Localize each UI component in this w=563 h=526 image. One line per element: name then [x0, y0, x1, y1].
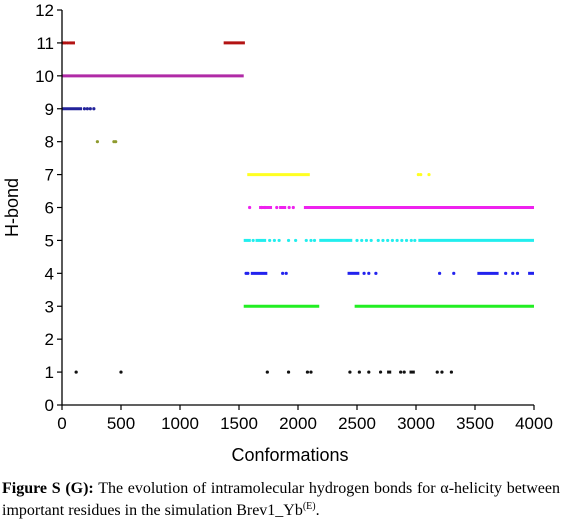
- hbond-point-4: [362, 271, 366, 275]
- hbond-point-5: [369, 238, 373, 243]
- hbond-point-5: [286, 238, 291, 243]
- hbond-point-5: [395, 238, 399, 243]
- y-tick-label: 12: [35, 1, 54, 20]
- hbond-point-5: [355, 238, 359, 243]
- hbond-point-1: [74, 370, 78, 374]
- hbond-point-1: [348, 370, 352, 374]
- y-tick-label: 9: [45, 100, 54, 119]
- hbond-point-5: [268, 238, 272, 243]
- hbond-point-5: [277, 238, 281, 243]
- y-tick-label: 3: [45, 297, 54, 316]
- x-tick-label: 2000: [279, 414, 317, 433]
- x-tick-label: 3500: [456, 414, 494, 433]
- hbond-point-1: [367, 370, 371, 374]
- caption-label: Figure S (G):: [2, 480, 94, 497]
- hbond-point-5: [294, 238, 298, 243]
- hbond-point-1: [449, 370, 453, 374]
- x-tick-label: 0: [57, 414, 66, 433]
- y-tick-label: 11: [36, 34, 54, 53]
- y-tick-label: 1: [45, 363, 54, 382]
- hbond-point-6: [259, 205, 264, 210]
- hbond-point-1: [119, 370, 123, 374]
- y-axis-title-group: H-bond: [2, 178, 22, 237]
- hbond-point-5: [360, 238, 364, 243]
- hbond-point-1: [309, 370, 313, 374]
- hbond-point-4: [515, 271, 520, 275]
- figure-caption: Figure S (G): The evolution of intramole…: [2, 478, 560, 522]
- hbond-point-5: [381, 238, 385, 243]
- hbond-point-5: [364, 238, 369, 243]
- y-tick-label: 8: [45, 133, 54, 152]
- x-tick-label: 1500: [220, 414, 258, 433]
- hbond-point-8: [95, 140, 99, 144]
- hbond-point-6: [263, 205, 267, 210]
- hbond-point-5: [409, 238, 413, 243]
- hbond-point-1: [440, 370, 444, 374]
- hbond-point-5: [272, 238, 276, 243]
- hbond-point-1: [379, 370, 383, 374]
- y-tick-label: 4: [45, 264, 54, 283]
- hbond-point-1: [265, 370, 269, 374]
- x-tick-label: 1000: [161, 414, 199, 433]
- hbond-point-1: [305, 370, 310, 374]
- hbond-point-5: [376, 238, 380, 243]
- hbond-point-4: [452, 271, 456, 275]
- hbond-point-1: [399, 370, 403, 374]
- hbond-point-4: [281, 271, 285, 275]
- y-axis-title: H-bond: [2, 178, 22, 237]
- hbond-point-9: [85, 107, 89, 111]
- hbond-point-5: [390, 238, 394, 243]
- hbond-point-5: [312, 238, 317, 243]
- caption-superscript: (E): [302, 501, 316, 512]
- hbond-point-4: [246, 271, 250, 275]
- hbond-point-1: [357, 370, 361, 374]
- y-tick-label: 5: [45, 231, 54, 250]
- hbond-point-6: [291, 205, 295, 210]
- hbond-point-5: [413, 238, 417, 243]
- x-tick-label: 2500: [338, 414, 376, 433]
- y-tick-label: 2: [45, 330, 54, 349]
- hbond-point-9: [92, 107, 96, 111]
- x-tick-label: 3000: [397, 414, 435, 433]
- y-tick-label: 0: [45, 396, 54, 415]
- hbond-point-4: [374, 271, 378, 275]
- hbond-point-11: [66, 41, 70, 45]
- hbond-point-4: [504, 271, 508, 275]
- hbond-point-6: [248, 205, 252, 210]
- hbond-point-1: [435, 370, 439, 374]
- hbond-point-7: [419, 172, 423, 177]
- hbond-point-7: [416, 172, 420, 177]
- hbond-point-4: [367, 271, 371, 275]
- hbond-point-6: [287, 205, 291, 210]
- hbond-point-4: [284, 271, 288, 275]
- hbond-point-4: [511, 271, 515, 275]
- y-tick-label: 7: [45, 166, 54, 185]
- y-tick-label: 10: [35, 67, 54, 86]
- x-axis-title: Conformations: [231, 445, 348, 465]
- hbond-point-5: [304, 238, 308, 243]
- hbond-point-8: [114, 140, 118, 144]
- hbond-point-9: [82, 107, 87, 111]
- hbond-point-4: [438, 271, 442, 275]
- x-tick-label: 4000: [515, 414, 553, 433]
- hbond-point-1: [402, 370, 406, 374]
- hbond-point-5: [400, 238, 404, 243]
- caption-text: The evolution of intramolecular hydrogen…: [2, 480, 561, 519]
- x-tick-label: 500: [107, 414, 135, 433]
- hbond-point-5: [404, 238, 409, 243]
- hbond-point-7: [427, 172, 431, 177]
- hbond-point-5: [309, 238, 313, 243]
- caption-end: .: [315, 502, 320, 519]
- hbond-point-5: [386, 238, 390, 243]
- hbond-point-5: [251, 238, 255, 243]
- y-tick-label: 6: [45, 199, 54, 218]
- hbond-point-9: [88, 107, 92, 111]
- hbond-point-6: [275, 205, 279, 210]
- hbond-point-1: [286, 370, 291, 374]
- data-marks: [62, 41, 534, 374]
